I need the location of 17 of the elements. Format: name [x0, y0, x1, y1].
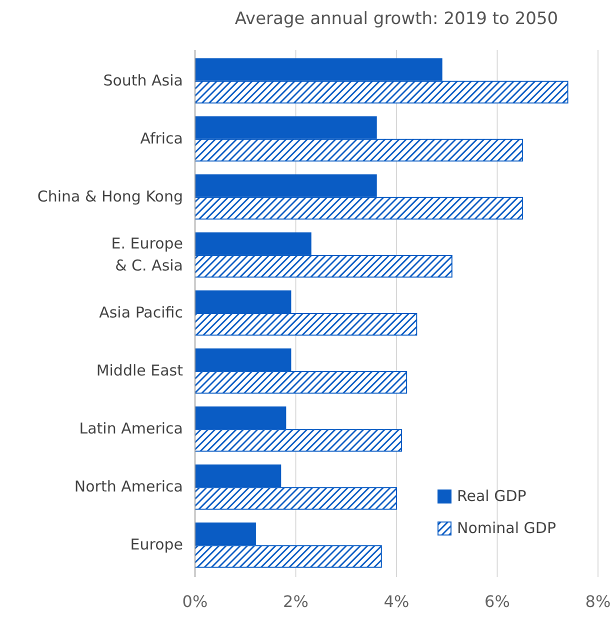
y-tick-label: Africa: [140, 129, 183, 148]
x-tick-label: 6%: [484, 592, 510, 611]
y-tick-label: Asia Pacific: [99, 304, 183, 322]
y-tick-label: E. Europe & C. Asia: [111, 234, 183, 275]
legend-label: Real GDP: [457, 487, 526, 506]
x-tick-label: 8%: [585, 592, 611, 611]
x-tick-label: 2%: [283, 592, 308, 611]
chart-title: Average annual growth: 2019 to 2050: [234, 9, 558, 29]
y-tick-label: Middle East: [96, 362, 184, 380]
y-tick-label: China & Hong Kong: [37, 188, 183, 206]
x-tick-label: 0%: [182, 592, 208, 611]
y-tick-label: South Asia: [103, 71, 183, 90]
y-tick-label: Europe: [130, 536, 183, 554]
y-tick-label: Latin America: [79, 420, 183, 438]
legend-label: Nominal GDP: [457, 519, 556, 538]
x-tick-label: 4%: [384, 592, 410, 611]
y-tick-label: North America: [74, 478, 183, 496]
